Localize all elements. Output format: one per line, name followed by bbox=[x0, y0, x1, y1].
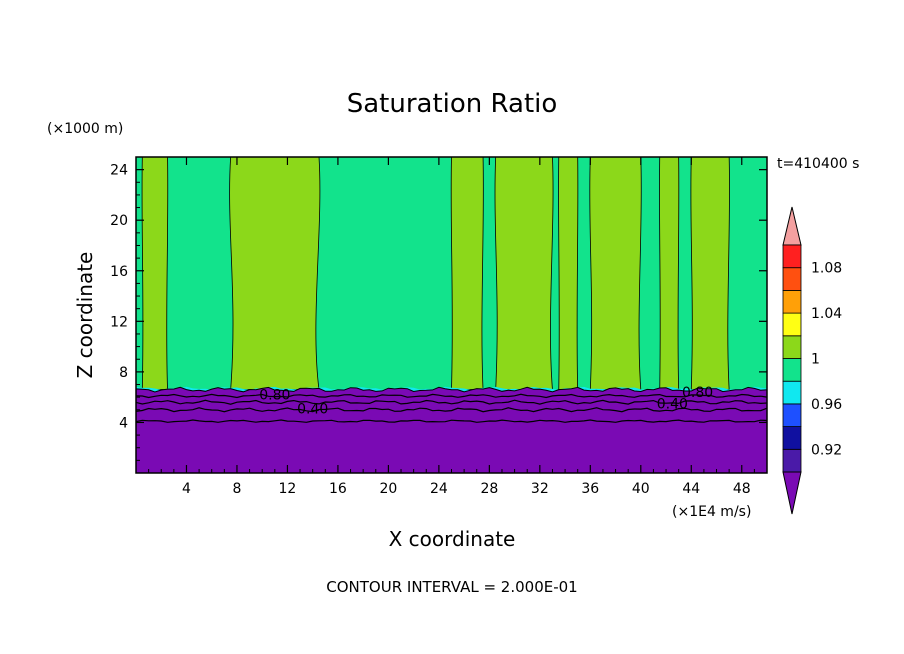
y-tick-label: 4 bbox=[119, 415, 128, 431]
contour-labels: 0.800.400.800.40 bbox=[259, 385, 713, 417]
y-axis-ticks: 4 8 12 16 20 24 bbox=[110, 163, 767, 461]
contour-line bbox=[135, 393, 768, 399]
y-tick-label: 8 bbox=[119, 365, 128, 381]
colorbar-swatch bbox=[782, 426, 802, 450]
colorbar-swatch bbox=[782, 448, 802, 473]
plot-area: 0.800.400.800.40 4 8 12 16 20 24 28 32 36 40 44 48 … bbox=[110, 156, 768, 497]
contour-label: 0.40 bbox=[297, 402, 328, 418]
contour-label: 0.80 bbox=[259, 388, 290, 404]
colorbar: 1.08 1.04 1 0.96 0.92 bbox=[782, 206, 842, 515]
moist-band bbox=[589, 156, 642, 390]
y-tick-label: 24 bbox=[110, 163, 128, 179]
layer-below-0.90 bbox=[135, 386, 768, 474]
colorbar-label: 0.92 bbox=[811, 442, 842, 458]
moist-band bbox=[494, 156, 554, 390]
colorbar-label: 1.08 bbox=[811, 261, 842, 277]
colorbar-swatch bbox=[782, 244, 802, 269]
y-tick-label: 12 bbox=[110, 314, 128, 330]
colorbar-label: 1.04 bbox=[811, 306, 842, 322]
colorbar-label: 1 bbox=[811, 352, 820, 368]
x-tick-label: 24 bbox=[430, 481, 448, 497]
colorbar-bottom-arrow bbox=[782, 471, 802, 515]
moist-bands bbox=[141, 156, 730, 390]
contour-line bbox=[135, 399, 768, 405]
x-unit-label: (×1E4 m/s) bbox=[672, 504, 751, 520]
colorbar-label: 0.96 bbox=[811, 397, 842, 413]
colorbar-swatch bbox=[782, 358, 802, 382]
colorbar-swatch bbox=[782, 403, 802, 427]
x-tick-label: 4 bbox=[182, 481, 191, 497]
dry-layer bbox=[135, 386, 768, 474]
colorbar-swatch bbox=[782, 335, 802, 359]
colorbar-top-arrow bbox=[782, 206, 802, 246]
y-tick-label: 16 bbox=[110, 264, 128, 280]
x-tick-label: 40 bbox=[632, 481, 650, 497]
colorbar-swatch bbox=[782, 380, 802, 405]
y-tick-label: 20 bbox=[110, 213, 128, 229]
x-tick-label: 44 bbox=[682, 481, 700, 497]
x-tick-label: 36 bbox=[581, 481, 599, 497]
x-tick-label: 20 bbox=[379, 481, 397, 497]
moist-band bbox=[558, 156, 579, 390]
moist-band bbox=[450, 156, 484, 390]
colorbar-swatch bbox=[782, 289, 802, 314]
moist-band bbox=[229, 156, 321, 390]
moist-band bbox=[141, 156, 169, 390]
chart-title: Saturation Ratio bbox=[347, 89, 558, 119]
x-tick-label: 16 bbox=[329, 481, 347, 497]
x-tick-label: 8 bbox=[232, 481, 241, 497]
time-label: t=410400 s bbox=[777, 156, 859, 172]
x-tick-label: 48 bbox=[733, 481, 751, 497]
x-axis-label: X coordinate bbox=[389, 527, 516, 551]
moist-band bbox=[690, 156, 730, 390]
x-tick-label: 12 bbox=[279, 481, 297, 497]
contour-line bbox=[135, 419, 768, 423]
contour-interval-note: CONTOUR INTERVAL = 2.000E-01 bbox=[326, 578, 577, 596]
x-axis-ticks: 4 8 12 16 20 24 28 32 36 40 44 48 bbox=[148, 157, 755, 497]
moist-band bbox=[659, 156, 680, 390]
x-tick-label: 32 bbox=[531, 481, 549, 497]
colorbar-swatch bbox=[782, 267, 802, 291]
contour-label: 0.80 bbox=[682, 385, 713, 401]
contour-label: 0.40 bbox=[657, 396, 688, 412]
y-unit-label: (×1000 m) bbox=[47, 121, 123, 137]
colorbar-swatch bbox=[782, 312, 802, 337]
y-axis-label: Z coordinate bbox=[73, 252, 97, 379]
contour-line bbox=[135, 407, 768, 413]
x-tick-label: 28 bbox=[480, 481, 498, 497]
